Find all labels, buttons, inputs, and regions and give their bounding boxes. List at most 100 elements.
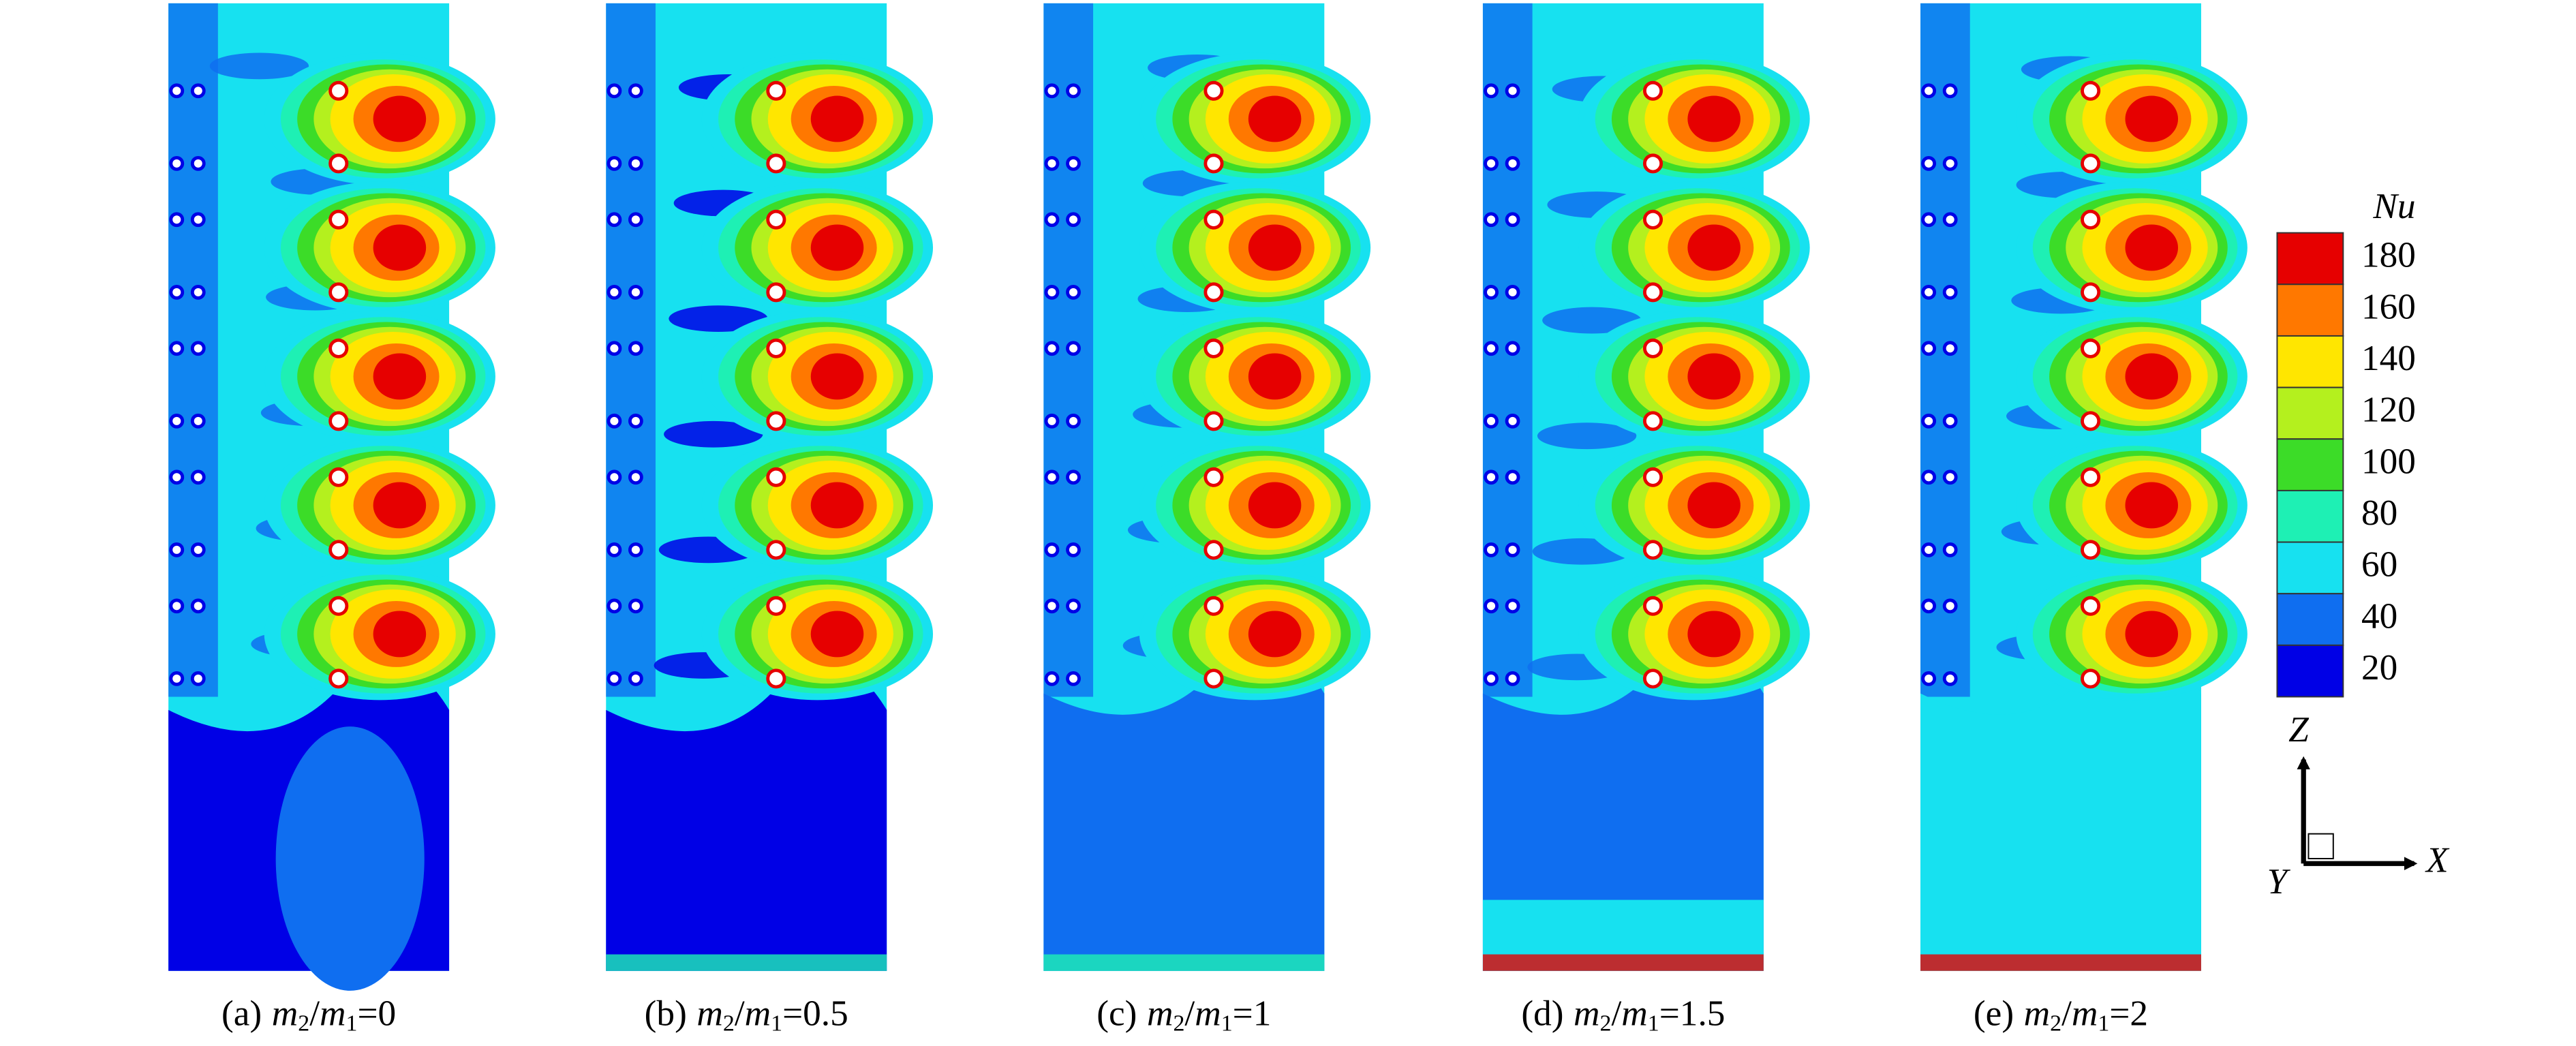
- hole: [328, 540, 349, 560]
- colorbar-box: [2276, 644, 2344, 698]
- hole: [1642, 467, 1663, 487]
- hole: [328, 668, 349, 689]
- caption-part: 1: [2098, 1011, 2109, 1036]
- hotspot-level: [2125, 482, 2179, 529]
- caption-part: m: [2072, 994, 2098, 1034]
- caption-part: 1: [1221, 1011, 1233, 1036]
- hole: [2081, 282, 2101, 303]
- colorbar-label: 80: [2361, 493, 2397, 533]
- small-hole: [169, 341, 185, 356]
- small-hole: [607, 284, 622, 300]
- small-hole: [1484, 212, 1499, 228]
- hole: [1642, 282, 1663, 303]
- hotspot-level: [2125, 224, 2179, 271]
- hole: [1203, 540, 1224, 560]
- caption-part: m: [272, 994, 298, 1034]
- hotspot-level: [1687, 224, 1741, 271]
- hole: [766, 338, 786, 358]
- small-hole: [1505, 155, 1520, 171]
- hole: [1642, 540, 1663, 560]
- hole: [2081, 338, 2101, 358]
- small-hole: [169, 284, 185, 300]
- small-hole: [1942, 671, 1958, 686]
- hotspot-level: [373, 482, 427, 529]
- panel-caption: (c) m2/m1=1: [1097, 994, 1271, 1036]
- small-hole: [169, 83, 185, 99]
- small-hole: [1484, 341, 1499, 356]
- lower-region: [1482, 647, 1764, 971]
- small-hole: [1921, 598, 1937, 614]
- hole: [766, 668, 786, 689]
- lower-region: [1043, 647, 1325, 971]
- small-hole: [1044, 413, 1060, 429]
- small-hole: [628, 341, 643, 356]
- panel-caption: (b) m2/m1=0.5: [645, 994, 848, 1036]
- hotspot-level: [810, 224, 864, 271]
- small-hole: [628, 83, 643, 99]
- small-hole: [1044, 83, 1060, 99]
- small-hole: [628, 155, 643, 171]
- colorbar-label: 20: [2361, 647, 2397, 688]
- caption-part: =: [1659, 994, 1680, 1034]
- small-hole: [1044, 155, 1060, 171]
- hole: [328, 153, 349, 174]
- hole: [328, 467, 349, 487]
- caption-part: m: [696, 994, 723, 1034]
- caption-part: 1: [346, 1011, 358, 1036]
- hole: [2081, 209, 2101, 230]
- small-hole: [1921, 671, 1937, 686]
- small-hole: [1921, 542, 1937, 557]
- small-hole: [190, 83, 206, 99]
- small-hole: [607, 542, 622, 557]
- small-hole: [169, 542, 185, 557]
- colorbar-box: [2276, 232, 2344, 286]
- hotspot-level: [1687, 353, 1741, 400]
- wall-stripe: [1043, 954, 1325, 971]
- small-hole: [1044, 542, 1060, 557]
- hole: [766, 540, 786, 560]
- hole: [2081, 80, 2101, 101]
- caption-part: =: [357, 994, 378, 1034]
- small-hole: [607, 413, 622, 429]
- small-hole: [169, 598, 185, 614]
- hole: [766, 153, 786, 174]
- contour-panel: (a) m2/m1=0: [168, 3, 495, 1036]
- small-hole: [1921, 83, 1937, 99]
- small-hole: [1942, 83, 1958, 99]
- small-hole: [1505, 413, 1520, 429]
- small-hole: [607, 598, 622, 614]
- caption-part: /: [1611, 994, 1621, 1034]
- hole: [2081, 411, 2101, 431]
- small-hole: [190, 598, 206, 614]
- colorbar-label: 40: [2361, 596, 2397, 636]
- hole: [766, 209, 786, 230]
- colorbar-label: 120: [2361, 390, 2416, 430]
- small-hole: [607, 155, 622, 171]
- small-hole: [169, 470, 185, 485]
- hole: [1642, 209, 1663, 230]
- wall-stripe: [1482, 954, 1764, 971]
- caption-part: (b): [645, 994, 687, 1034]
- caption-part: (d): [1521, 994, 1563, 1034]
- small-hole: [1505, 598, 1520, 614]
- hole: [2081, 540, 2101, 560]
- small-hole: [1066, 284, 1081, 300]
- small-hole: [1505, 212, 1520, 228]
- caption-part: 0.5: [803, 994, 848, 1034]
- small-hole: [169, 155, 185, 171]
- hole: [2081, 153, 2101, 174]
- small-hole: [1066, 83, 1081, 99]
- small-hole: [1505, 284, 1520, 300]
- small-hole: [1484, 413, 1499, 429]
- hole: [766, 80, 786, 101]
- caption-part: 0: [378, 994, 397, 1034]
- small-hole: [1066, 671, 1081, 686]
- contour-panel: (e) m2/m1=2: [1920, 3, 2248, 1036]
- small-hole: [607, 470, 622, 485]
- hotspot-level: [1248, 224, 1302, 271]
- hole: [766, 467, 786, 487]
- blue-patch: [664, 420, 763, 448]
- small-hole: [1044, 212, 1060, 228]
- x-label: X: [2425, 840, 2450, 880]
- small-hole: [1921, 284, 1937, 300]
